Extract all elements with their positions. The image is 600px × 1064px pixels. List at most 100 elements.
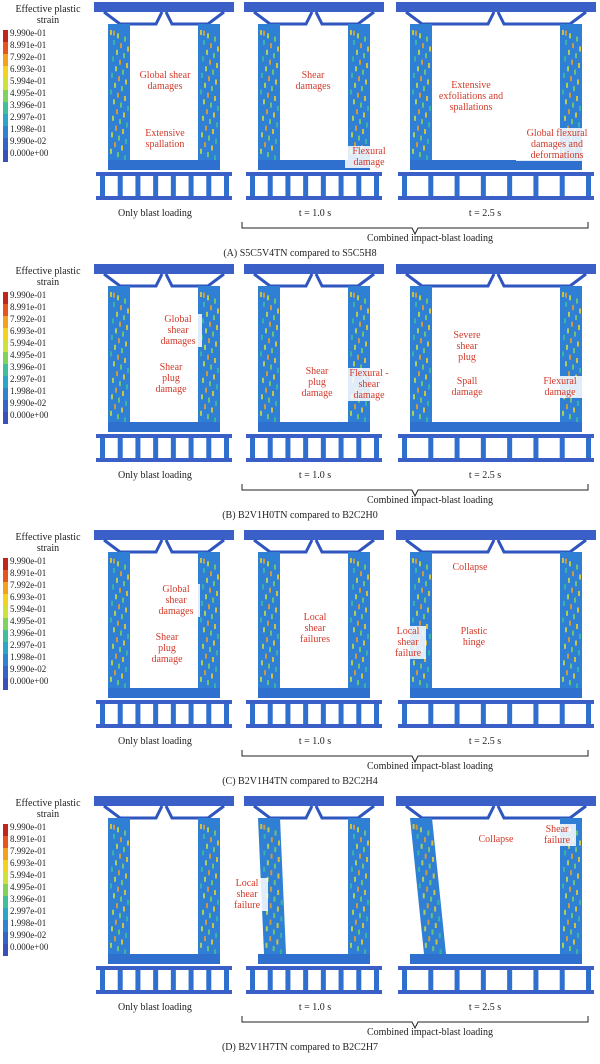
annotation: Flexural damage: [534, 376, 586, 398]
annotation: Spall damage: [446, 376, 488, 398]
legend-value: 0.000e+00: [10, 942, 49, 952]
legend-swatch: [3, 316, 8, 328]
label-only-blast: Only blast loading: [118, 736, 192, 747]
annotation: Flexural -shear damage: [348, 368, 390, 401]
legend-value: 9.990e-01: [10, 822, 47, 832]
column: [348, 286, 370, 423]
frame-t1: [240, 0, 388, 205]
legend-colorbar: [3, 30, 8, 162]
ground-beam: [410, 422, 582, 432]
legend-value: 9.990e-02: [10, 398, 47, 408]
column: [348, 818, 370, 955]
panel-caption: (A) S5C5V4TN compared to S5C5H8: [223, 248, 377, 259]
annotation: Extensive spallation: [138, 128, 192, 150]
frame-only-blast: [90, 262, 238, 467]
legend-value: 2.997e-01: [10, 112, 47, 122]
legend-value: 1.998e-01: [10, 918, 47, 928]
label-t2: t = 2.5 s: [468, 470, 502, 481]
legend-value: 8.991e-01: [10, 834, 47, 844]
column: [560, 818, 582, 955]
annotation: Shear plug damage: [150, 362, 192, 395]
legend-swatch: [3, 896, 8, 908]
legend-swatch: [3, 618, 8, 630]
annotation: Global shear damages: [154, 314, 202, 347]
column: [108, 24, 130, 161]
legend-value: 2.997e-01: [10, 640, 47, 650]
annotation: Global shear damages: [152, 584, 200, 617]
legend-swatch: [3, 570, 8, 582]
combined-brace: [241, 484, 589, 498]
legend-swatch: [3, 90, 8, 102]
label-t2: t = 2.5 s: [468, 208, 502, 219]
annotation: Shear failure: [538, 824, 576, 846]
annotation: Shear damages: [288, 70, 338, 92]
column: [410, 24, 432, 161]
legend-value: 9.990e-02: [10, 136, 47, 146]
legend-value: 4.995e-01: [10, 882, 47, 892]
legend-value: 1.998e-01: [10, 652, 47, 662]
top-slab: [244, 2, 384, 12]
legend-value: 2.997e-01: [10, 374, 47, 384]
top-slab: [94, 264, 234, 274]
legend-value: 3.996e-01: [10, 894, 47, 904]
legend-value: 7.992e-01: [10, 580, 47, 590]
column: [348, 24, 370, 161]
label-t2: t = 2.5 s: [468, 736, 502, 747]
legend-value: 0.000e+00: [10, 676, 49, 686]
column: [258, 552, 280, 689]
column: [258, 818, 286, 955]
ground-beam: [410, 160, 582, 170]
legend-value: 3.996e-01: [10, 628, 47, 638]
legend-value: 0.000e+00: [10, 410, 49, 420]
label-combined: Combined impact-blast loading: [366, 233, 494, 244]
column: [410, 552, 432, 689]
ground-beam: [108, 160, 220, 170]
legend-swatch: [3, 908, 8, 920]
column: [258, 286, 280, 423]
panel-b: Effective plastic strain 9.990e-01 8.991e…: [0, 262, 600, 524]
top-slab: [396, 530, 596, 540]
ground-beam: [410, 954, 582, 964]
legend-swatch: [3, 654, 8, 666]
legend-values: 9.990e-01 8.991e-01 7.992e-01 6.993e-01 5.99…: [10, 27, 48, 159]
combined-brace: [241, 750, 589, 764]
legend-value: 7.992e-01: [10, 52, 47, 62]
column: [108, 286, 130, 423]
legend-colorbar: [3, 824, 8, 956]
frame-only-blast: [90, 794, 238, 999]
legend-swatch: [3, 630, 8, 642]
panel-caption: (D) B2V1H7TN compared to B2C2H7: [221, 1042, 379, 1053]
ground-beam: [108, 688, 220, 698]
legend-title: Effective plastic strain: [15, 532, 81, 554]
label-only-blast: Only blast loading: [118, 470, 192, 481]
legend-swatch: [3, 412, 8, 424]
legend-value: 9.990e-02: [10, 664, 47, 674]
combined-brace: [241, 1016, 589, 1030]
column: [560, 286, 582, 423]
panel-caption: (B) B2V1H0TN compared to B2C2H0: [222, 510, 378, 521]
panel-caption: (C) B2V1H4TN compared to B2C2H4: [222, 776, 378, 787]
column: [560, 552, 582, 689]
legend-value: 7.992e-01: [10, 314, 47, 324]
legend-swatch: [3, 376, 8, 388]
annotation: Collapse: [472, 834, 520, 845]
label-t1: t = 1.0 s: [298, 1002, 332, 1013]
frame-t1: [240, 262, 388, 467]
legend-title: Effective plastic strain: [15, 266, 81, 288]
panel-c: Effective plastic strain 9.990e-01 8.991e…: [0, 528, 600, 790]
panel-a: Effective plastic strain 9.990e-01 8.991e…: [0, 0, 600, 262]
panel-d: Effective plastic strain 9.990e-01 8.991e…: [0, 794, 600, 1056]
legend-swatch: [3, 824, 8, 836]
legend-swatch: [3, 558, 8, 570]
legend-value: 1.998e-01: [10, 386, 47, 396]
legend-value: 9.990e-01: [10, 290, 47, 300]
frame-t2: [392, 528, 600, 733]
legend-value: 9.990e-01: [10, 556, 47, 566]
label-combined: Combined impact-blast loading: [366, 1027, 494, 1038]
column: [198, 24, 220, 161]
legend-value: 4.995e-01: [10, 616, 47, 626]
annotation: Global flexural damages and deformations: [516, 128, 598, 161]
top-slab: [244, 264, 384, 274]
column: [108, 552, 130, 689]
column: [198, 552, 220, 689]
